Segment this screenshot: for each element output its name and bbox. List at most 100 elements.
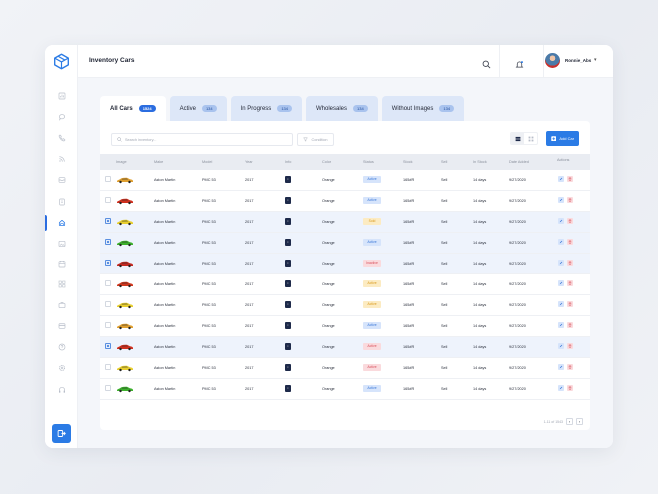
delete-button[interactable] — [567, 196, 573, 203]
column-header-sell[interactable]: Sell — [441, 160, 448, 164]
edit-button[interactable] — [558, 364, 564, 371]
sidebar-item-inbox[interactable] — [57, 175, 66, 184]
info-icon[interactable]: i — [285, 176, 291, 183]
column-header-status[interactable]: Status — [363, 160, 374, 164]
table-row[interactable]: Aston Martin PMC 53 2017 i Orange Active 165#R… — [100, 337, 590, 359]
search-button[interactable] — [482, 56, 491, 74]
edit-button[interactable] — [558, 196, 564, 203]
info-icon[interactable]: i — [285, 259, 291, 267]
info-icon[interactable]: i — [285, 217, 291, 225]
table-row[interactable]: Aston Martin PMC 53 2017 i Orange Inactive 165… — [100, 253, 590, 275]
column-header-in-stock[interactable]: In Stock — [473, 160, 487, 164]
edit-button[interactable] — [558, 176, 564, 182]
delete-button[interactable] — [567, 217, 573, 224]
table-row[interactable]: Aston Martin PMC 53 2017 i Orange Active 165#R… — [100, 170, 590, 191]
sidebar-item-rss[interactable] — [57, 154, 66, 163]
edit-button[interactable] — [558, 238, 564, 245]
row-checkbox[interactable] — [105, 280, 111, 287]
delete-button[interactable] — [567, 343, 573, 350]
chevron-down-icon[interactable]: ▾ — [594, 57, 597, 63]
delete-button[interactable] — [567, 238, 573, 245]
edit-button[interactable] — [558, 217, 564, 224]
delete-button[interactable] — [567, 259, 573, 266]
column-header-date-added[interactable]: Date Added — [509, 160, 529, 164]
row-checkbox[interactable] — [105, 364, 111, 371]
avatar[interactable] — [545, 53, 560, 68]
info-icon[interactable]: i — [285, 343, 291, 351]
row-checkbox[interactable] — [105, 301, 111, 308]
info-icon[interactable]: i — [285, 322, 291, 330]
search-input[interactable]: Search inventory... — [111, 133, 293, 146]
delete-button[interactable] — [567, 384, 573, 391]
table-row[interactable]: Aston Martin PMC 53 2017 i Orange Sold 165#R Se… — [100, 211, 590, 233]
sidebar-item-grid[interactable] — [57, 279, 66, 288]
sidebar-item-calendar[interactable] — [57, 259, 66, 268]
next-page-button[interactable]: › — [576, 418, 583, 425]
edit-button[interactable] — [558, 301, 564, 308]
sidebar-item-car[interactable] — [57, 218, 66, 227]
delete-button[interactable] — [567, 176, 573, 182]
info-icon[interactable]: i — [285, 364, 291, 372]
info-icon[interactable]: i — [285, 384, 291, 392]
sidebar-item-headset[interactable] — [57, 385, 66, 394]
row-checkbox[interactable] — [105, 217, 111, 224]
logout-button[interactable] — [52, 424, 71, 443]
prev-page-button[interactable]: ‹ — [566, 418, 573, 425]
row-checkbox[interactable] — [105, 196, 111, 203]
delete-button[interactable] — [567, 301, 573, 308]
row-checkbox[interactable] — [105, 343, 111, 350]
user-name[interactable]: Ronnie_Abs — [565, 58, 592, 63]
delete-button[interactable] — [567, 364, 573, 371]
edit-button[interactable] — [558, 280, 564, 287]
edit-button[interactable] — [558, 322, 564, 329]
column-header-actions[interactable]: Actions — [557, 158, 570, 162]
table-row[interactable]: Aston Martin PMC 53 2017 i Orange Active 165#R… — [100, 358, 590, 379]
sidebar-item-help[interactable] — [57, 342, 66, 351]
edit-button[interactable] — [558, 343, 564, 350]
table-row[interactable]: Aston Martin PMC 53 2017 i Orange Active 165#R… — [100, 316, 590, 338]
tab-in-progress[interactable]: In Progress 134 — [230, 96, 302, 121]
info-icon[interactable]: i — [285, 238, 291, 246]
table-row[interactable]: Aston Martin PMC 53 2017 i Orange Active 165#R… — [100, 191, 590, 212]
tab-active[interactable]: Active 134 — [169, 96, 227, 121]
tab-all-cars[interactable]: All Cars 1524 — [100, 96, 166, 121]
notifications-button[interactable] — [515, 56, 524, 74]
info-icon[interactable]: i — [285, 196, 291, 204]
table-row[interactable]: Aston Martin PMC 53 2017 i Orange Active 165#R… — [100, 274, 590, 296]
table-row[interactable]: Aston Martin PMC 53 2017 i Orange Active 165#R… — [100, 295, 590, 317]
delete-button[interactable] — [567, 280, 573, 287]
tab-wholesales[interactable]: Wholesales 134 — [306, 96, 378, 121]
row-checkbox[interactable] — [105, 238, 111, 245]
sidebar-item-phone[interactable] — [57, 133, 66, 142]
delete-button[interactable] — [567, 322, 573, 329]
column-header-model[interactable]: Model — [202, 160, 213, 164]
column-header-image[interactable]: Image — [116, 160, 127, 164]
grid-view-button[interactable] — [524, 133, 537, 144]
sidebar-item-chat[interactable] — [57, 112, 66, 121]
edit-button[interactable] — [558, 259, 564, 266]
sidebar-item-settings[interactable] — [57, 363, 66, 372]
column-header-stock[interactable]: Stock — [403, 160, 413, 164]
edit-button[interactable] — [558, 384, 564, 391]
info-icon[interactable]: i — [285, 280, 291, 288]
row-checkbox[interactable] — [105, 384, 111, 391]
sidebar-item-document[interactable] — [57, 197, 66, 206]
condition-filter-button[interactable]: Condition — [297, 133, 334, 146]
add-car-button[interactable]: Add Car — [546, 131, 579, 146]
column-header-info[interactable]: Info — [285, 160, 292, 164]
table-row[interactable]: Aston Martin PMC 53 2017 i Orange Active 165#R… — [100, 379, 590, 400]
table-row[interactable]: Aston Martin PMC 53 2017 i Orange Active 165#R… — [100, 232, 590, 254]
sidebar-item-card[interactable] — [57, 321, 66, 330]
column-header-make[interactable]: Make — [154, 160, 164, 164]
list-view-button[interactable] — [511, 133, 524, 144]
row-checkbox[interactable] — [105, 322, 111, 329]
row-checkbox[interactable] — [105, 176, 111, 182]
info-icon[interactable]: i — [285, 301, 291, 309]
sidebar-item-image[interactable] — [57, 239, 66, 248]
row-checkbox[interactable] — [105, 259, 111, 266]
column-header-year[interactable]: Year — [245, 160, 253, 164]
sidebar-item-briefcase[interactable] — [57, 300, 66, 309]
sidebar-item-dashboard[interactable] — [57, 91, 66, 100]
tab-without-images[interactable]: Without Images 134 — [381, 96, 465, 121]
column-header-color[interactable]: Color — [322, 160, 332, 164]
